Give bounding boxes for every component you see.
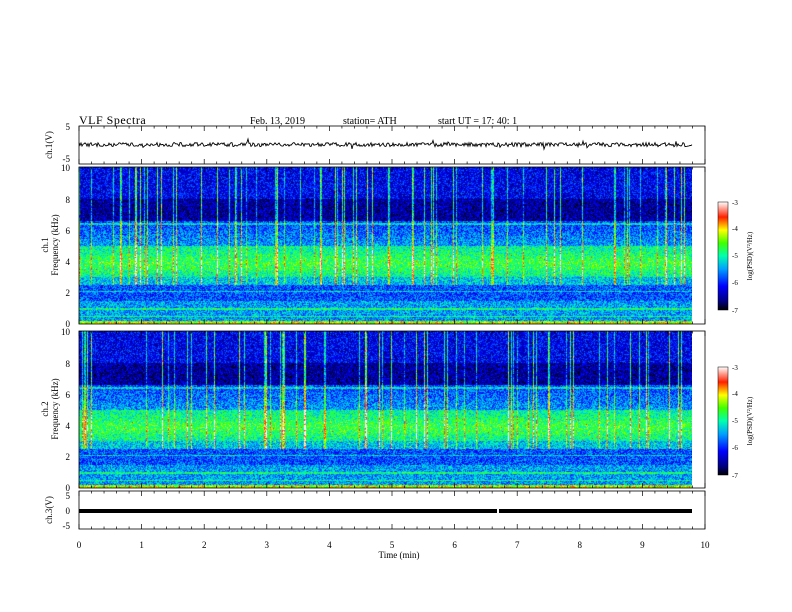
time-axis-tick-label: 5 — [390, 540, 395, 550]
ch1-spec-ytick-6: 6 — [66, 226, 71, 236]
ch1-spec-ytick-2: 2 — [66, 288, 71, 298]
ch2-spectrogram-xticks — [78, 331, 706, 488]
ch2-spec-ylabel-channel: ch.2 — [40, 401, 50, 416]
ch3-ytick-m5: -5 — [63, 521, 71, 531]
ch3-waveform-trace-segment — [79, 509, 497, 513]
ch1-colorbar-tick-m5: -5 — [732, 252, 738, 260]
ch2-spec-ytick-10: 10 — [61, 327, 71, 337]
ch1-colorbar-tick-m7: -7 — [732, 307, 738, 315]
ch2-spec-ytick-0: 0 — [66, 483, 71, 493]
date-label: Feb. 13, 2019 — [250, 116, 305, 127]
ch3-ytick-0: 0 — [66, 506, 71, 516]
ch1-colorbar-tick-m4: -4 — [732, 225, 738, 233]
ch1-waveform-xticks — [78, 126, 706, 164]
ch1-spec-ytick-10: 10 — [61, 163, 71, 173]
time-axis-tick-label: 9 — [640, 540, 645, 550]
ch1-ytick-top: 5 — [66, 122, 71, 132]
ch1-spec-ylabel-channel: ch.1 — [40, 237, 50, 252]
figure-title: VLF Spectra — [79, 113, 146, 127]
ch2-colorbar: -3 -4 -5 -6 -7 log(PSD)(V²/Hz) — [717, 364, 754, 480]
ch2-colorbar-label: log(PSD)(V²/Hz) — [746, 396, 754, 445]
time-axis-tick-label: 1 — [139, 540, 144, 550]
ch2-colorbar-scale — [717, 366, 729, 476]
ch1-waveform-ylabel: ch.1(V) — [44, 131, 54, 159]
ch2-spec-ylabel-frequency: Frequency (kHz) — [50, 378, 60, 439]
start-time-label: start UT = 17: 40: 1 — [438, 116, 517, 127]
ch2-colorbar-tick-m3: -3 — [732, 364, 738, 372]
ch1-colorbar: -3 -4 -5 -6 -7 log(PSD)(V²/Hz) — [717, 199, 754, 315]
time-axis-tick-label: 6 — [452, 540, 457, 550]
time-axis-tick-label: 7 — [515, 540, 520, 550]
time-axis-label: Time (min) — [379, 550, 420, 560]
ch2-colorbar-tick-m6: -6 — [732, 444, 738, 452]
time-axis-tick-label: 0 — [77, 540, 82, 550]
ch1-waveform-trace — [78, 137, 693, 151]
ch1-spectrogram-panel: 10 6 8 4 2 0 ch.1 Frequency (kHz) — [40, 163, 706, 329]
ch2-spectrogram-image — [79, 331, 692, 488]
ch1-spec-ytick-0: 0 — [66, 319, 71, 329]
ch2-spec-ytick-4: 4 — [66, 421, 71, 431]
station-label: station= ATH — [343, 116, 397, 127]
ch1-colorbar-tick-m6: -6 — [732, 279, 738, 287]
ch3-ytick-5: 5 — [66, 491, 71, 501]
time-axis-tick-label: 3 — [265, 540, 270, 550]
time-axis-tick-label: 2 — [202, 540, 207, 550]
ch3-waveform-trace-segment — [499, 509, 692, 513]
ch2-colorbar-tick-m4: -4 — [732, 390, 738, 398]
ch1-waveform-panel: 5 -5 ch.1(V) — [44, 122, 706, 165]
ch2-colorbar-tick-m5: -5 — [732, 417, 738, 425]
ch1-ytick-bottom: -5 — [63, 154, 71, 164]
ch2-colorbar-tick-m7: -7 — [732, 472, 738, 480]
ch2-spec-ytick-8: 8 — [66, 359, 71, 369]
ch1-spectrogram-xticks — [78, 167, 706, 324]
time-axis-tick-label: 4 — [327, 540, 332, 550]
ch2-spec-ytick-2: 2 — [66, 452, 71, 462]
ch1-spectrogram-image — [79, 167, 692, 324]
ch2-spectrogram-panel: 10 8 6 4 2 0 ch.2 Frequency (kHz) — [40, 327, 706, 493]
ch2-spec-ytick-6: 6 — [66, 390, 71, 400]
time-axis-tick-labels: 0 1 2 3 4 5 6 7 8 9 10 — [77, 540, 710, 550]
ch1-colorbar-scale — [717, 201, 729, 311]
time-axis-tick-label: 10 — [701, 540, 711, 550]
ch3-waveform-ylabel: ch.3(V) — [44, 496, 54, 524]
ch1-colorbar-label: log(PSD)(V²/Hz) — [746, 231, 754, 280]
time-axis-tick-label: 8 — [578, 540, 583, 550]
ch3-waveform-xticks — [78, 491, 706, 529]
ch3-waveform-panel: 5 0 -5 ch.3(V) 0 1 2 3 4 5 6 7 8 9 10 Time (min) — [44, 490, 710, 560]
ch1-colorbar-tick-m3: -3 — [732, 199, 738, 207]
ch1-spec-ylabel-frequency: Frequency (kHz) — [50, 214, 60, 275]
ch1-spec-ytick-4: 4 — [66, 257, 71, 267]
ch1-spec-ytick-8: 8 — [66, 195, 71, 205]
